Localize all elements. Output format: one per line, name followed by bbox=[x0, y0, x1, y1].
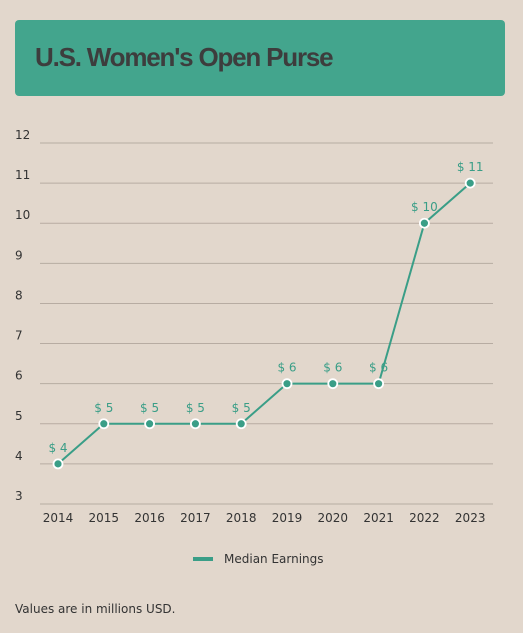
data-label: $ 6 bbox=[323, 361, 342, 375]
data-label: $ 6 bbox=[277, 361, 296, 375]
x-tick-label: 2015 bbox=[89, 511, 120, 525]
y-tick-label: 4 bbox=[15, 449, 23, 463]
data-point bbox=[327, 378, 339, 390]
data-label: $ 5 bbox=[140, 401, 159, 415]
x-tick-label: 2018 bbox=[226, 511, 257, 525]
x-tick-label: 2022 bbox=[409, 511, 440, 525]
y-tick-label: 9 bbox=[15, 248, 23, 262]
legend-label: Median Earnings bbox=[224, 552, 324, 566]
y-tick-label: 8 bbox=[15, 288, 23, 302]
y-tick-label: 12 bbox=[15, 128, 30, 142]
data-point bbox=[464, 177, 476, 189]
data-label: $ 6 bbox=[369, 361, 388, 375]
x-tick-label: 2023 bbox=[455, 511, 486, 525]
data-point bbox=[98, 418, 110, 430]
data-point bbox=[373, 378, 385, 390]
y-tick-label: 6 bbox=[15, 369, 23, 383]
data-label: $ 5 bbox=[232, 401, 251, 415]
data-point bbox=[281, 378, 293, 390]
y-tick-label: 11 bbox=[15, 168, 30, 182]
x-tick-label: 2020 bbox=[318, 511, 349, 525]
data-label: $ 4 bbox=[48, 441, 67, 455]
y-tick-label: 3 bbox=[15, 489, 23, 503]
data-point bbox=[144, 418, 156, 430]
x-tick-label: 2017 bbox=[180, 511, 211, 525]
x-tick-label: 2016 bbox=[134, 511, 165, 525]
y-tick-label: 5 bbox=[15, 409, 23, 423]
data-label: $ 5 bbox=[94, 401, 113, 415]
y-tick-label: 7 bbox=[15, 329, 23, 343]
title-banner: U.S. Women's Open Purse bbox=[15, 20, 505, 96]
chart-title: U.S. Women's Open Purse bbox=[35, 42, 334, 72]
data-point bbox=[235, 418, 247, 430]
data-point bbox=[52, 458, 64, 470]
y-tick-label: 10 bbox=[15, 208, 30, 222]
data-label: $ 11 bbox=[457, 160, 484, 174]
data-point bbox=[189, 418, 201, 430]
x-tick-label: 2014 bbox=[43, 511, 74, 525]
x-tick-label: 2019 bbox=[272, 511, 303, 525]
data-point bbox=[418, 217, 430, 229]
series-line bbox=[57, 182, 471, 465]
data-label: $ 10 bbox=[411, 200, 438, 214]
x-tick-label: 2021 bbox=[363, 511, 394, 525]
data-label: $ 5 bbox=[186, 401, 205, 415]
footnote: Values are in millions USD. bbox=[15, 602, 176, 616]
